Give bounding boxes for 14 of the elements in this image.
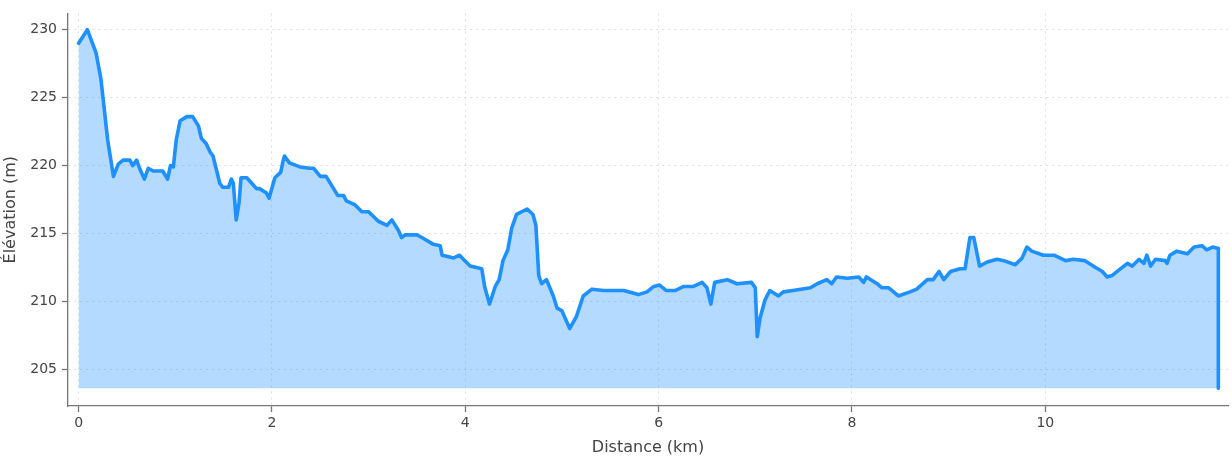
y-tick-label: 205 — [30, 359, 57, 376]
x-tick-label: 4 — [460, 414, 470, 431]
y-tick-label: 225 — [30, 88, 57, 105]
y-tick-label: 215 — [30, 224, 57, 241]
y-tick-label: 210 — [30, 292, 57, 309]
x-axis-title: Distance (km) — [591, 436, 705, 456]
y-tick-label: 230 — [30, 20, 57, 37]
x-tick-label: 10 — [1036, 414, 1055, 431]
x-tick-label: 2 — [267, 414, 277, 431]
x-tick-label: 6 — [654, 414, 664, 431]
x-tick-label: 8 — [847, 414, 857, 431]
y-tick-label: 220 — [30, 156, 57, 173]
x-tick-label: 0 — [74, 414, 84, 431]
y-axis-title: Élévation (m) — [0, 155, 19, 264]
